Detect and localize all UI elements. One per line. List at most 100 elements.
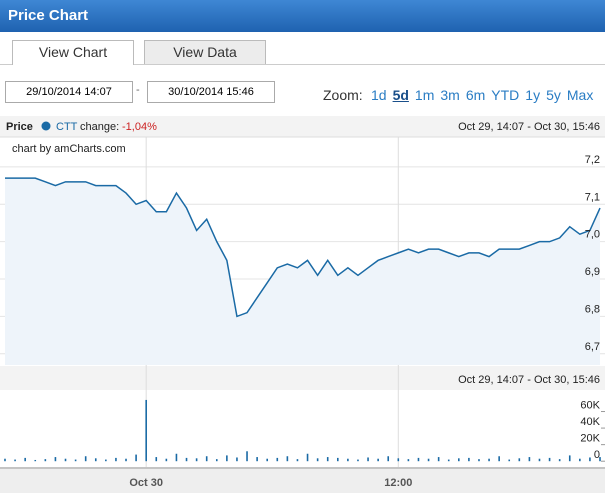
volume-bar <box>155 457 158 462</box>
volume-bar <box>599 457 601 462</box>
zoom-option[interactable]: 1d <box>371 87 387 103</box>
range-label: Oct 29, 14:07 - Oct 30, 15:46 <box>458 374 600 386</box>
x-axis-bg <box>0 467 605 493</box>
legend-change: -1,04% <box>122 121 157 133</box>
volume-bar <box>215 459 218 462</box>
volume-bar <box>256 457 258 462</box>
zoom-option[interactable]: 1m <box>414 87 435 103</box>
y-tick-label: 7,1 <box>585 191 600 203</box>
y-tick-label: 7,2 <box>585 154 600 166</box>
zoom-option[interactable]: 6m <box>465 87 486 103</box>
y2-tick-label: 60K <box>580 400 600 412</box>
price-area <box>5 178 600 365</box>
volume-bar <box>236 457 238 462</box>
volume-bar <box>24 457 26 462</box>
volume-bar <box>508 459 511 462</box>
volume-bar <box>34 459 37 462</box>
volume-bar <box>195 458 198 462</box>
x-tick-label: 12:00 <box>384 477 412 489</box>
volume-bar <box>276 457 279 462</box>
volume-bar <box>336 457 339 462</box>
volume-bar <box>316 458 319 462</box>
volume-bar <box>115 457 117 462</box>
credit: chart by amCharts.com <box>12 143 126 155</box>
legend-title: Price <box>6 121 33 133</box>
volume-bar <box>437 457 440 462</box>
y-tick-label: 6,8 <box>585 303 600 315</box>
tab[interactable]: View Data <box>144 40 266 64</box>
volume-bar <box>54 457 57 462</box>
volume-bar <box>266 458 269 462</box>
price-line <box>5 177 601 318</box>
volume-bar <box>145 399 147 462</box>
x-tick-label: Oct 30 <box>129 477 163 489</box>
legend-series: CTT <box>56 121 78 133</box>
zoom-option[interactable]: YTD <box>491 87 520 103</box>
volume-bar <box>468 457 470 462</box>
volume-bar <box>64 458 67 462</box>
volume-bar <box>347 458 349 462</box>
volume-bar <box>135 454 137 462</box>
tab[interactable]: View Chart <box>12 40 134 65</box>
zoom-options: 1d 5d 1m 3m 6m YTD 1y 5y Max <box>371 87 593 103</box>
volume-bar <box>165 458 168 462</box>
volume-bar <box>74 459 77 462</box>
legend-bg <box>0 116 605 137</box>
volume-bar <box>538 458 541 462</box>
volume-bar <box>568 455 571 462</box>
volume-bar <box>579 458 581 462</box>
volume-bar <box>518 458 521 462</box>
zoom-option[interactable]: 5d <box>392 87 409 103</box>
volume-bar <box>589 457 591 462</box>
volume-bar <box>84 456 87 462</box>
volume-bar <box>407 459 410 462</box>
volume-bar <box>558 459 561 462</box>
chart: Price CTT change: -1,04% Oct 29, 14:07 -… <box>0 116 605 493</box>
volume-bar <box>185 457 188 462</box>
volume-bar <box>357 459 359 462</box>
volume-bar <box>44 459 47 462</box>
volume-bar <box>326 457 329 462</box>
y-tick-label: 6,7 <box>585 341 600 353</box>
volume-bar <box>447 459 450 462</box>
zoom-option[interactable]: 3m <box>440 87 460 103</box>
volume-bar <box>548 457 551 462</box>
volume-bar <box>478 459 480 462</box>
volume-bar <box>94 458 97 462</box>
separator: - <box>136 84 140 96</box>
volume-bar <box>427 458 430 462</box>
volume-bar <box>488 458 490 462</box>
date-input[interactable]: 30/10/2014 15:46 <box>147 81 275 103</box>
volume-bar <box>306 453 309 462</box>
volume-bar <box>458 458 460 462</box>
zoom-option[interactable]: 1y <box>525 87 541 103</box>
y-tick-label: 6,9 <box>585 266 600 278</box>
volume-bar <box>498 456 500 462</box>
legend-marker <box>41 121 51 131</box>
volume-bar <box>377 458 379 462</box>
volume-bar <box>528 457 531 462</box>
range-bg <box>0 366 605 390</box>
zoom-option[interactable]: Max <box>566 87 594 103</box>
range-label: Oct 29, 14:07 - Oct 30, 15:46 <box>458 121 600 133</box>
zoom-label: Zoom: <box>323 87 363 103</box>
volume-bar <box>105 459 107 462</box>
y-tick-label: 7,0 <box>585 229 600 241</box>
y2-tick-label: 0 <box>594 449 600 461</box>
volume-bar <box>397 458 400 462</box>
tab-bar: View Chart View Data <box>0 32 605 65</box>
volume-bar <box>246 451 248 462</box>
date-input[interactable]: 29/10/2014 14:07 <box>5 81 133 103</box>
volume-bar <box>14 459 16 462</box>
volume-bar <box>4 458 6 462</box>
header: Price Chart <box>0 0 605 32</box>
volume-bar <box>205 456 208 462</box>
volume-bar <box>296 459 299 462</box>
volume-bar <box>387 456 390 462</box>
volume-bar <box>125 458 127 462</box>
volume-bar <box>367 457 369 462</box>
volume-bar <box>175 453 178 462</box>
y2-tick-label: 40K <box>580 416 600 428</box>
zoom-option[interactable]: 5y <box>546 87 561 103</box>
